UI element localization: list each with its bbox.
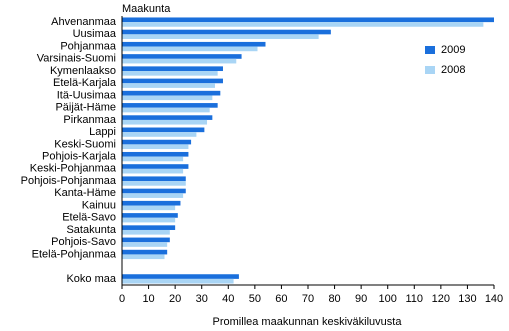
y-tick-label: Kanta-Häme <box>54 187 116 199</box>
bar <box>122 58 237 64</box>
y-tick-label: Keski-Pohjanmaa <box>30 163 117 175</box>
x-tick-label: 130 <box>458 293 476 305</box>
bar <box>122 54 242 59</box>
legend-swatch <box>425 46 435 54</box>
y-tick-label: Lappi <box>89 126 116 138</box>
bar <box>122 225 176 230</box>
y-tick-label: Etelä-Pohjanmaa <box>32 248 117 260</box>
bar <box>122 107 210 113</box>
bar <box>122 278 234 284</box>
bar <box>122 242 168 247</box>
legend-label: 2008 <box>441 64 465 76</box>
y-tick-label: Pirkanmaa <box>63 114 116 126</box>
legend-label: 2009 <box>441 44 465 56</box>
bar <box>122 176 186 182</box>
x-tick-label: 30 <box>196 293 208 305</box>
y-tick-label: Pohjois-Karjala <box>42 151 117 163</box>
bar <box>122 41 266 47</box>
x-tick-label: 10 <box>142 293 154 305</box>
x-tick-label: 70 <box>302 293 314 305</box>
bar <box>122 95 213 101</box>
bar <box>122 193 184 198</box>
bar <box>122 78 223 84</box>
bar <box>122 17 494 23</box>
bar <box>122 34 319 39</box>
bar <box>122 229 170 235</box>
bar <box>122 156 184 162</box>
y-tick-label: Päijät-Häme <box>55 102 116 114</box>
y-tick-label: Pohjois-Pohjanmaa <box>21 175 117 187</box>
x-tick-label: 20 <box>169 293 181 305</box>
bar <box>122 213 178 218</box>
y-tick-label: Varsinais-Suomi <box>37 53 116 65</box>
bar <box>122 66 223 72</box>
y-axis-title: Maakunta <box>122 3 171 15</box>
bar <box>122 46 258 52</box>
bar <box>122 217 176 223</box>
y-tick-label: Etelä-Savo <box>62 212 116 224</box>
bar <box>122 103 218 108</box>
bar <box>122 22 484 27</box>
bar <box>122 29 331 35</box>
bar <box>122 200 181 206</box>
bar <box>122 144 189 150</box>
bar <box>122 237 170 243</box>
x-tick-label: 120 <box>432 293 450 305</box>
y-tick-label: Itä-Uusimaa <box>57 89 117 101</box>
bar <box>122 115 213 120</box>
y-tick-label: Ahvenanmaa <box>51 16 117 28</box>
legend-swatch <box>425 66 435 74</box>
y-tick-label: Satakunta <box>66 224 116 236</box>
x-tick-label: 0 <box>119 293 125 305</box>
bar <box>122 188 186 194</box>
x-tick-label: 100 <box>379 293 397 305</box>
x-tick-label: 40 <box>222 293 234 305</box>
bar <box>122 168 184 174</box>
x-tick-label: 50 <box>249 293 261 305</box>
y-tick-label: Koko maa <box>66 273 116 285</box>
bar <box>122 205 176 211</box>
y-tick-label: Kainuu <box>82 199 116 211</box>
y-tick-label: Pohjois-Savo <box>51 236 116 248</box>
bar <box>122 127 205 133</box>
y-tick-label: Etelä-Karjala <box>53 77 117 89</box>
bar <box>122 164 189 169</box>
bar <box>122 249 168 255</box>
bar <box>122 151 189 157</box>
x-axis-title: Promillea maakunnan keskiväkiluvusta <box>213 316 403 328</box>
x-tick-label: 90 <box>355 293 367 305</box>
x-tick-label: 110 <box>406 293 424 305</box>
x-tick-label: 140 <box>485 293 503 305</box>
bar <box>122 132 197 137</box>
y-tick-label: Keski-Suomi <box>54 138 116 150</box>
bar <box>122 71 218 76</box>
bar <box>122 181 186 186</box>
y-tick-label: Pohjanmaa <box>60 40 117 52</box>
y-tick-label: Kymenlaakso <box>50 65 116 77</box>
bar <box>122 90 221 96</box>
bar <box>122 254 165 260</box>
bar <box>122 139 192 145</box>
x-tick-label: 80 <box>328 293 340 305</box>
x-tick-label: 60 <box>275 293 287 305</box>
bar <box>122 83 215 88</box>
bar <box>122 119 208 125</box>
y-tick-label: Uusimaa <box>73 28 117 40</box>
bar <box>122 274 239 279</box>
